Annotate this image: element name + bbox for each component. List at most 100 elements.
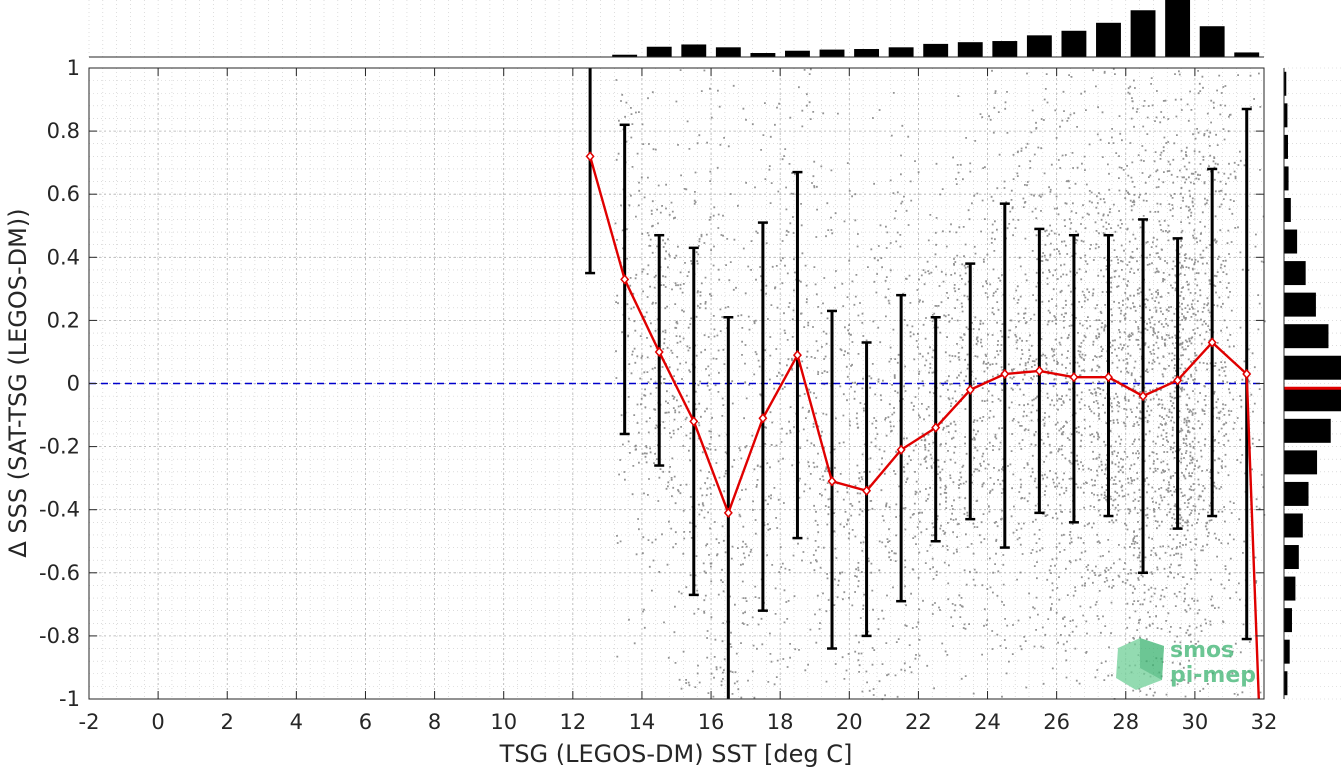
mean-marker	[896, 444, 906, 455]
x-axis-label: TSG (LEGOS-DM) SST [deg C]	[499, 740, 853, 768]
mean-marker	[1138, 390, 1148, 402]
x-axis: -2 0 2 4 6 8 10 12 14 16 18 20 22 24 26 28 30 32	[79, 68, 1278, 734]
right-histogram-bar	[1284, 639, 1290, 664]
mean-marker	[1000, 368, 1010, 380]
x-tick-label: 6	[359, 710, 372, 734]
scatter-cloud	[614, 68, 1266, 701]
mean-marker	[585, 151, 595, 162]
right-histogram-bar	[1284, 197, 1291, 222]
y-tick-label: -0.2	[39, 435, 80, 459]
x-tick-label: 10	[490, 710, 517, 734]
right-histogram-bar	[1284, 324, 1329, 349]
right-histogram-bar	[1284, 450, 1318, 475]
mean-marker	[654, 346, 664, 358]
top-histogram-bar	[1061, 30, 1087, 57]
mean-series	[585, 151, 1260, 700]
mean-marker	[827, 476, 837, 487]
right-histogram-bar	[1284, 261, 1306, 286]
x-tick-label: 20	[836, 710, 863, 734]
top-histogram-bar	[1234, 52, 1260, 57]
x-tick-label: 26	[1043, 710, 1070, 734]
y-tick-label: 0	[67, 372, 80, 396]
x-tick-label: -2	[79, 710, 100, 734]
top-histogram-bar	[785, 50, 810, 57]
top-histogram-bar	[957, 42, 983, 57]
top-histogram-bar	[1130, 10, 1156, 57]
error-bar	[585, 68, 596, 275]
right-histogram-bar	[1284, 608, 1292, 633]
mean-marker	[1103, 372, 1113, 383]
right-histogram-bar	[1284, 481, 1309, 506]
top-histogram-bar	[646, 46, 672, 57]
y-tick-label: -0.4	[39, 498, 80, 522]
logo-line1: smos	[1170, 638, 1234, 663]
top-histogram-bar	[819, 49, 845, 57]
x-tick-label: 18	[767, 710, 794, 734]
scatter-points	[614, 68, 1266, 701]
right-histogram-bar	[1284, 545, 1299, 570]
x-tick-label: 8	[428, 710, 441, 734]
y-tick-label: -0.6	[39, 561, 80, 585]
mean-marker	[862, 485, 872, 496]
mean-marker	[931, 422, 941, 433]
x-tick-label: 16	[698, 710, 725, 734]
right-histogram-bar	[1284, 513, 1303, 538]
mean-marker	[965, 384, 975, 395]
mean-marker	[689, 416, 699, 427]
y-tick-label: 0.6	[47, 182, 80, 206]
mean-marker	[758, 413, 768, 424]
x-tick-label: 32	[1251, 710, 1278, 734]
y-axis: -1 -0.8 -0.6 -0.4 -0.2 0 0.2 0.4 0.6 0.8 1	[39, 56, 1264, 711]
right-histogram-bar	[1284, 671, 1288, 696]
mean-marker	[1034, 365, 1044, 377]
top-histogram-bar	[1199, 26, 1225, 57]
top-histogram	[88, 0, 1265, 58]
y-tick-label: -1	[59, 687, 80, 711]
logo-line2: pi-mep	[1170, 663, 1256, 688]
x-tick-label: 30	[1182, 710, 1209, 734]
right-histogram-bars	[1284, 71, 1341, 696]
x-tick-label: 14	[629, 710, 656, 734]
top-histogram-bar	[715, 47, 741, 57]
top-histogram-area	[89, 0, 1264, 58]
top-histogram-bar	[1096, 22, 1121, 57]
y-axis-label: Δ SSS (SAT-TSG (LEGOS-DM))	[4, 208, 32, 557]
y-tick-label: 1	[67, 56, 80, 80]
main-axes: -2 0 2 4 6 8 10 12 14 16 18 20 22 24 26 28 30 32 -1-0.8-0…	[39, 56, 1277, 734]
mean-marker	[1207, 337, 1217, 348]
right-histogram-bar	[1284, 418, 1331, 443]
mean-marker	[1173, 375, 1183, 386]
top-histogram-bar	[923, 43, 949, 57]
right-histogram-bar	[1284, 166, 1289, 191]
smos-pimep-logo: smos pi-mep	[1116, 638, 1256, 690]
logo-cube-shade	[1140, 638, 1164, 680]
right-histogram-bar	[1284, 71, 1287, 96]
mean-marker	[1069, 372, 1079, 383]
top-histogram-bar	[1026, 35, 1052, 57]
x-tick-label: 24	[974, 710, 1001, 734]
y-tick-label: 0.4	[47, 245, 80, 269]
right-histogram-bar	[1284, 576, 1296, 601]
top-histogram-bar	[681, 44, 707, 57]
x-tick-label: 4	[290, 710, 303, 734]
right-histogram-bar	[1284, 229, 1298, 254]
x-tick-label: 0	[151, 710, 164, 734]
top-histogram-bar	[1165, 0, 1191, 57]
y-tick-label: 0.8	[47, 119, 80, 143]
right-histogram-bar	[1284, 387, 1341, 412]
right-histogram-bar	[1284, 134, 1288, 159]
top-histogram-bar	[854, 49, 880, 57]
right-histogram-bar	[1284, 292, 1316, 317]
top-histogram-bar	[888, 47, 914, 57]
right-histogram-bar	[1284, 355, 1341, 380]
y-tick-label: -0.8	[39, 624, 80, 648]
right-histogram-bar	[1284, 103, 1288, 128]
mean-marker	[723, 507, 733, 518]
y-tick-label: 0.2	[47, 308, 80, 332]
x-tick-label: 12	[559, 710, 586, 734]
top-histogram-bar	[992, 41, 1018, 57]
mean-marker	[792, 349, 802, 361]
right-histogram	[1283, 67, 1341, 700]
top-histogram-bar	[612, 54, 638, 57]
